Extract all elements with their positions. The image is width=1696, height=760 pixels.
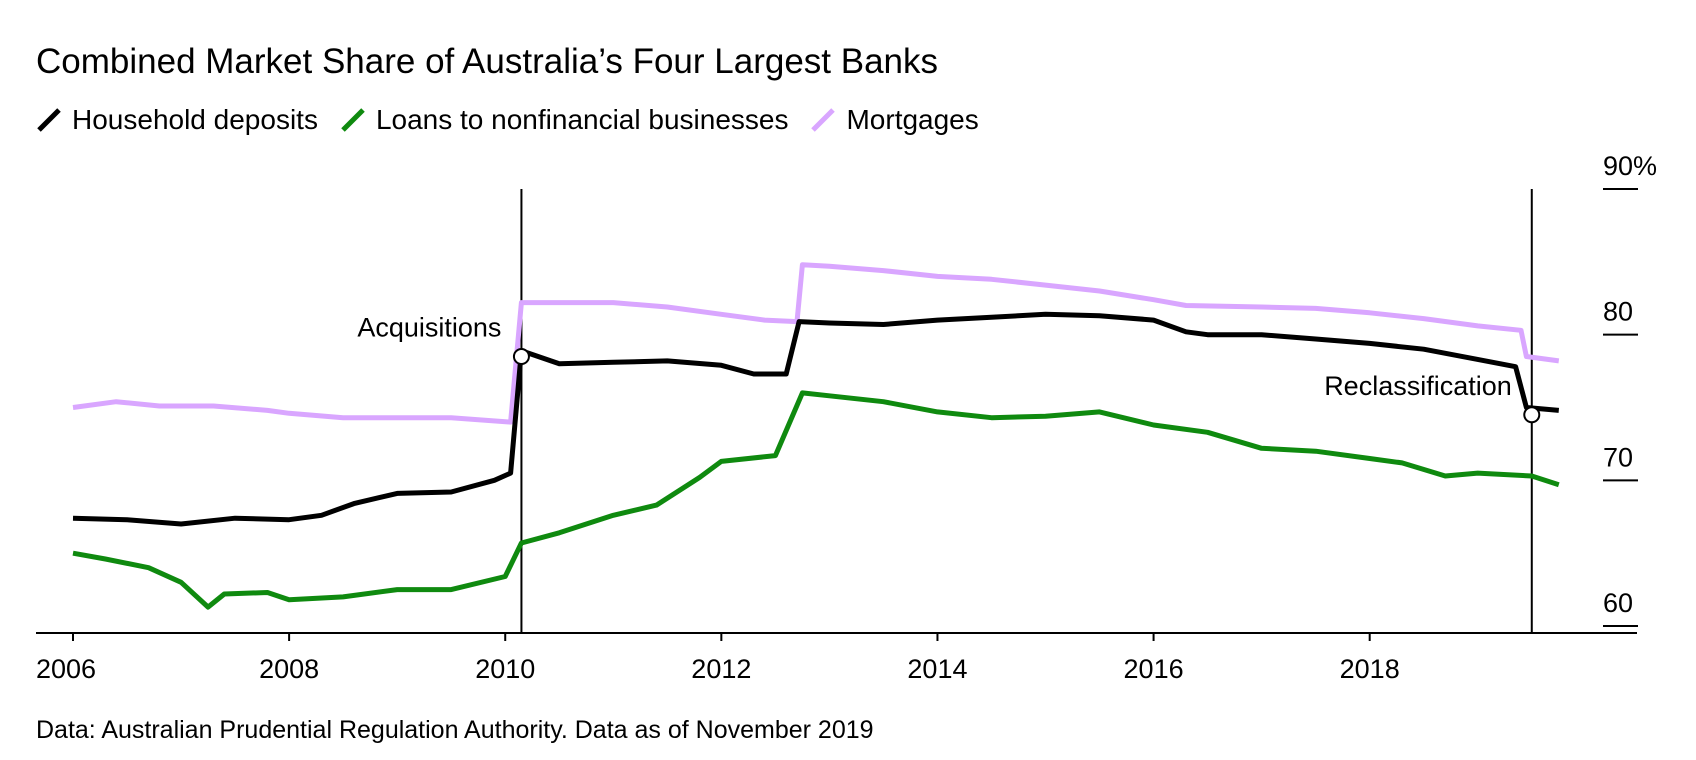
x-tick-label: 2008 [259, 654, 319, 684]
legend: Household deposits Loans to nonfinancial… [36, 100, 1001, 140]
y-tick-label: 60 [1603, 588, 1633, 618]
series-line-loans-to-nonfinancial-businesses [72, 390, 1560, 610]
annotation-label: Reclassification [1324, 371, 1512, 401]
legend-item-mortgages: Mortgages [810, 104, 979, 136]
x-tick-label: 2018 [1340, 654, 1400, 684]
y-tick-label: 90% [1603, 151, 1657, 181]
series-line-mortgages [72, 262, 1560, 425]
x-tick-label: 2016 [1124, 654, 1184, 684]
line-chart: 2006 2008 2010 2012 2014 2016 2018 60 70 80 90% Acq… [36, 151, 1657, 684]
x-tick-label: 2010 [475, 654, 535, 684]
annotation-label: Acquisitions [357, 313, 501, 343]
series-line-household-deposits [72, 311, 1560, 527]
legend-item-household-deposits: Household deposits [36, 104, 318, 136]
y-tick-label: 70 [1603, 442, 1633, 472]
chart-title: Combined Market Share of Australia’s Fou… [36, 42, 939, 81]
y-tick-label: 80 [1603, 297, 1633, 327]
annotation-marker [512, 348, 530, 366]
legend-item-business-loans: Loans to nonfinancial businesses [340, 104, 789, 136]
legend-swatch-household-deposits [37, 108, 61, 132]
x-tick-label: 2014 [907, 654, 967, 684]
legend-label-household-deposits: Household deposits [72, 104, 318, 135]
x-tick-label: 2006 [36, 654, 96, 684]
source-note: Data: Australian Prudential Regulation A… [36, 716, 874, 744]
annotation-marker [1523, 406, 1541, 424]
legend-swatch-business-loans [341, 108, 365, 132]
legend-label-mortgages: Mortgages [846, 104, 979, 135]
legend-swatch-mortgages [811, 108, 836, 132]
legend-label-business-loans: Loans to nonfinancial businesses [375, 104, 789, 135]
x-tick-label: 2012 [691, 654, 751, 684]
